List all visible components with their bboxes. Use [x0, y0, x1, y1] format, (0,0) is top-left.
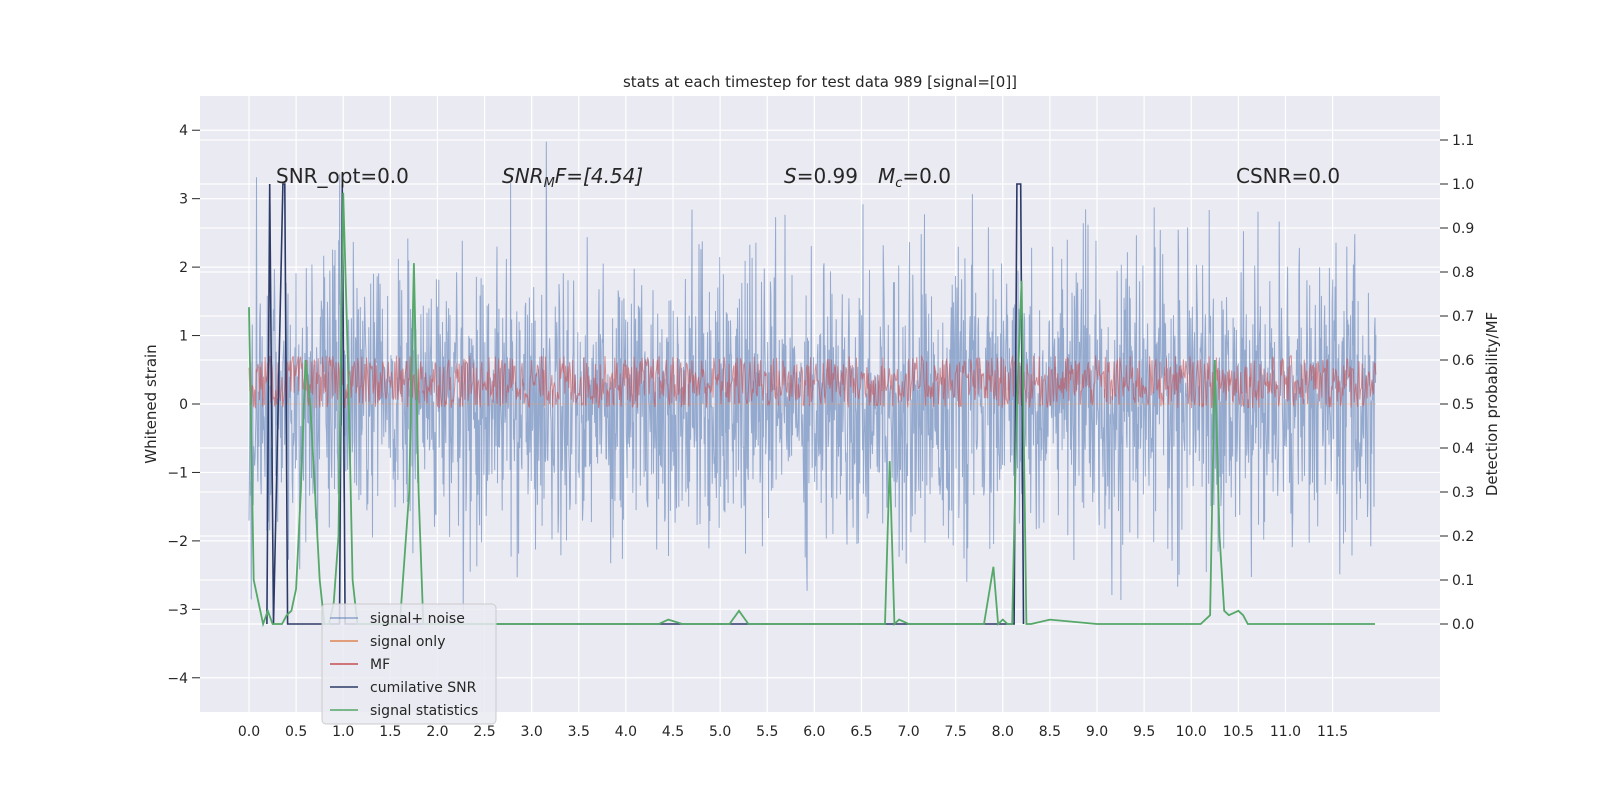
y-tick-label: 0 [179, 397, 188, 413]
y2-axis-label: Detection probability/MF [1483, 312, 1501, 496]
x-tick-label: 10.0 [1176, 724, 1207, 740]
series-mf [248, 355, 1377, 409]
legend-label: MF [370, 657, 390, 673]
y-tick-label: −2 [167, 534, 188, 550]
y2-tick-label: 0.3 [1452, 485, 1474, 501]
y2-tick-label: 1.1 [1452, 133, 1474, 149]
x-tick-label: 9.5 [1133, 724, 1155, 740]
x-tick-label: 5.0 [709, 724, 731, 740]
legend-box [321, 603, 497, 725]
chart-title: stats at each timestep for test data 989… [623, 73, 1017, 91]
x-tick-label: 2.5 [473, 724, 495, 740]
y-tick-label: 4 [179, 123, 188, 139]
mc-annotation: Mc=0.0 [878, 164, 951, 191]
x-tick-label: 0.5 [285, 724, 307, 740]
legend-label: cumilative SNR [370, 680, 477, 696]
x-tick-label: 6.0 [803, 724, 825, 740]
y2-tick-label: 0.8 [1452, 265, 1474, 281]
x-tick-label: 10.5 [1223, 724, 1254, 740]
x-tick-label: 2.0 [426, 724, 448, 740]
x-tick-label: 8.5 [1039, 724, 1061, 740]
x-tick-label: 3.0 [521, 724, 543, 740]
y-tick-label: −4 [167, 671, 188, 687]
y2-tick-label: 0.1 [1452, 573, 1474, 589]
y2-tick-label: 0.9 [1452, 221, 1474, 237]
y-tick-label: 2 [179, 260, 188, 276]
series-layer [248, 141, 1377, 628]
y2-tick-label: 0.7 [1452, 309, 1474, 325]
series-signal-statistics [248, 192, 1375, 628]
y-axis-label: Whitened strain [142, 344, 160, 463]
x-tick-label: 7.5 [945, 724, 967, 740]
series-signal-noise [248, 141, 1377, 613]
y-tick-label: −1 [167, 465, 188, 481]
tick-labels: 0.0 0.5 1.0 1.5 2.0 2.5 3.0 3.5 4.0 4.5 5.0 5.5 6.0 6… [167, 123, 1474, 740]
legend-label: signal+ noise [370, 611, 465, 627]
legend-label: signal statistics [370, 703, 478, 719]
x-tick-label: 6.5 [850, 724, 872, 740]
x-tick-label: 3.5 [568, 724, 590, 740]
s-annotation: S=0.99 [784, 164, 858, 188]
snr-mf-annotation: SNRMF=[4.54] [502, 164, 643, 191]
x-tick-label: 11.5 [1317, 724, 1348, 740]
x-tick-label: 4.5 [662, 724, 684, 740]
y2-tick-label: 0.4 [1452, 441, 1474, 457]
x-tick-label: 8.0 [992, 724, 1014, 740]
legend-label: signal only [370, 634, 445, 650]
x-tick-label: 9.0 [1086, 724, 1108, 740]
x-tick-label: 4.0 [615, 724, 637, 740]
y2-tick-label: 0.0 [1452, 617, 1474, 633]
x-tick-label: 1.0 [332, 724, 354, 740]
y2-tick-label: 0.5 [1452, 397, 1474, 413]
x-tick-label: 11.0 [1270, 724, 1301, 740]
legend: signal+ noise signal only MF cumilative SNR… [321, 603, 497, 725]
y-tick-label: 1 [179, 329, 188, 345]
y2-tick-label: 0.6 [1452, 353, 1474, 369]
x-tick-label: 0.0 [238, 724, 260, 740]
x-tick-label: 1.5 [379, 724, 401, 740]
y2-tick-label: 1.0 [1452, 177, 1474, 193]
y2-tick-label: 0.2 [1452, 529, 1474, 545]
csnr-annotation: CSNR=0.0 [1236, 164, 1340, 188]
y-tick-label: −3 [167, 602, 188, 618]
y-tick-label: 3 [179, 192, 188, 208]
x-tick-label: 7.0 [897, 724, 919, 740]
snr-opt-annotation: SNR_opt=0.0 [276, 164, 409, 188]
x-tick-label: 5.5 [756, 724, 778, 740]
annotations: SNR_opt=0.0 SNRMF=[4.54] S=0.99 Mc=0.0 C… [276, 164, 1340, 191]
